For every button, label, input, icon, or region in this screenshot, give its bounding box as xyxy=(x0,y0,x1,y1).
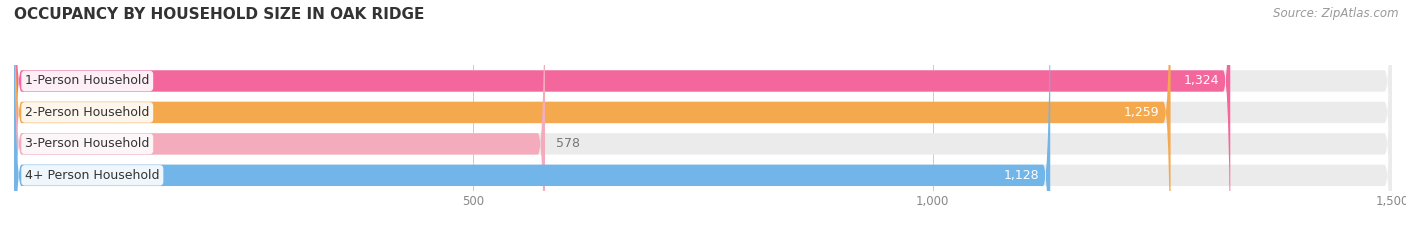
FancyBboxPatch shape xyxy=(14,0,1392,233)
FancyBboxPatch shape xyxy=(14,0,1230,233)
FancyBboxPatch shape xyxy=(14,0,1171,233)
FancyBboxPatch shape xyxy=(14,0,546,233)
Text: 4+ Person Household: 4+ Person Household xyxy=(25,169,160,182)
Text: 1,324: 1,324 xyxy=(1184,75,1219,87)
Text: OCCUPANCY BY HOUSEHOLD SIZE IN OAK RIDGE: OCCUPANCY BY HOUSEHOLD SIZE IN OAK RIDGE xyxy=(14,7,425,22)
Text: 3-Person Household: 3-Person Household xyxy=(25,137,149,150)
FancyBboxPatch shape xyxy=(14,0,1050,233)
Text: 578: 578 xyxy=(555,137,581,150)
Text: 2-Person Household: 2-Person Household xyxy=(25,106,149,119)
Text: Source: ZipAtlas.com: Source: ZipAtlas.com xyxy=(1274,7,1399,20)
Text: 1,259: 1,259 xyxy=(1123,106,1160,119)
FancyBboxPatch shape xyxy=(14,0,1392,233)
FancyBboxPatch shape xyxy=(14,0,1392,233)
Text: 1,128: 1,128 xyxy=(1004,169,1039,182)
Text: 1-Person Household: 1-Person Household xyxy=(25,75,149,87)
FancyBboxPatch shape xyxy=(14,0,1392,233)
